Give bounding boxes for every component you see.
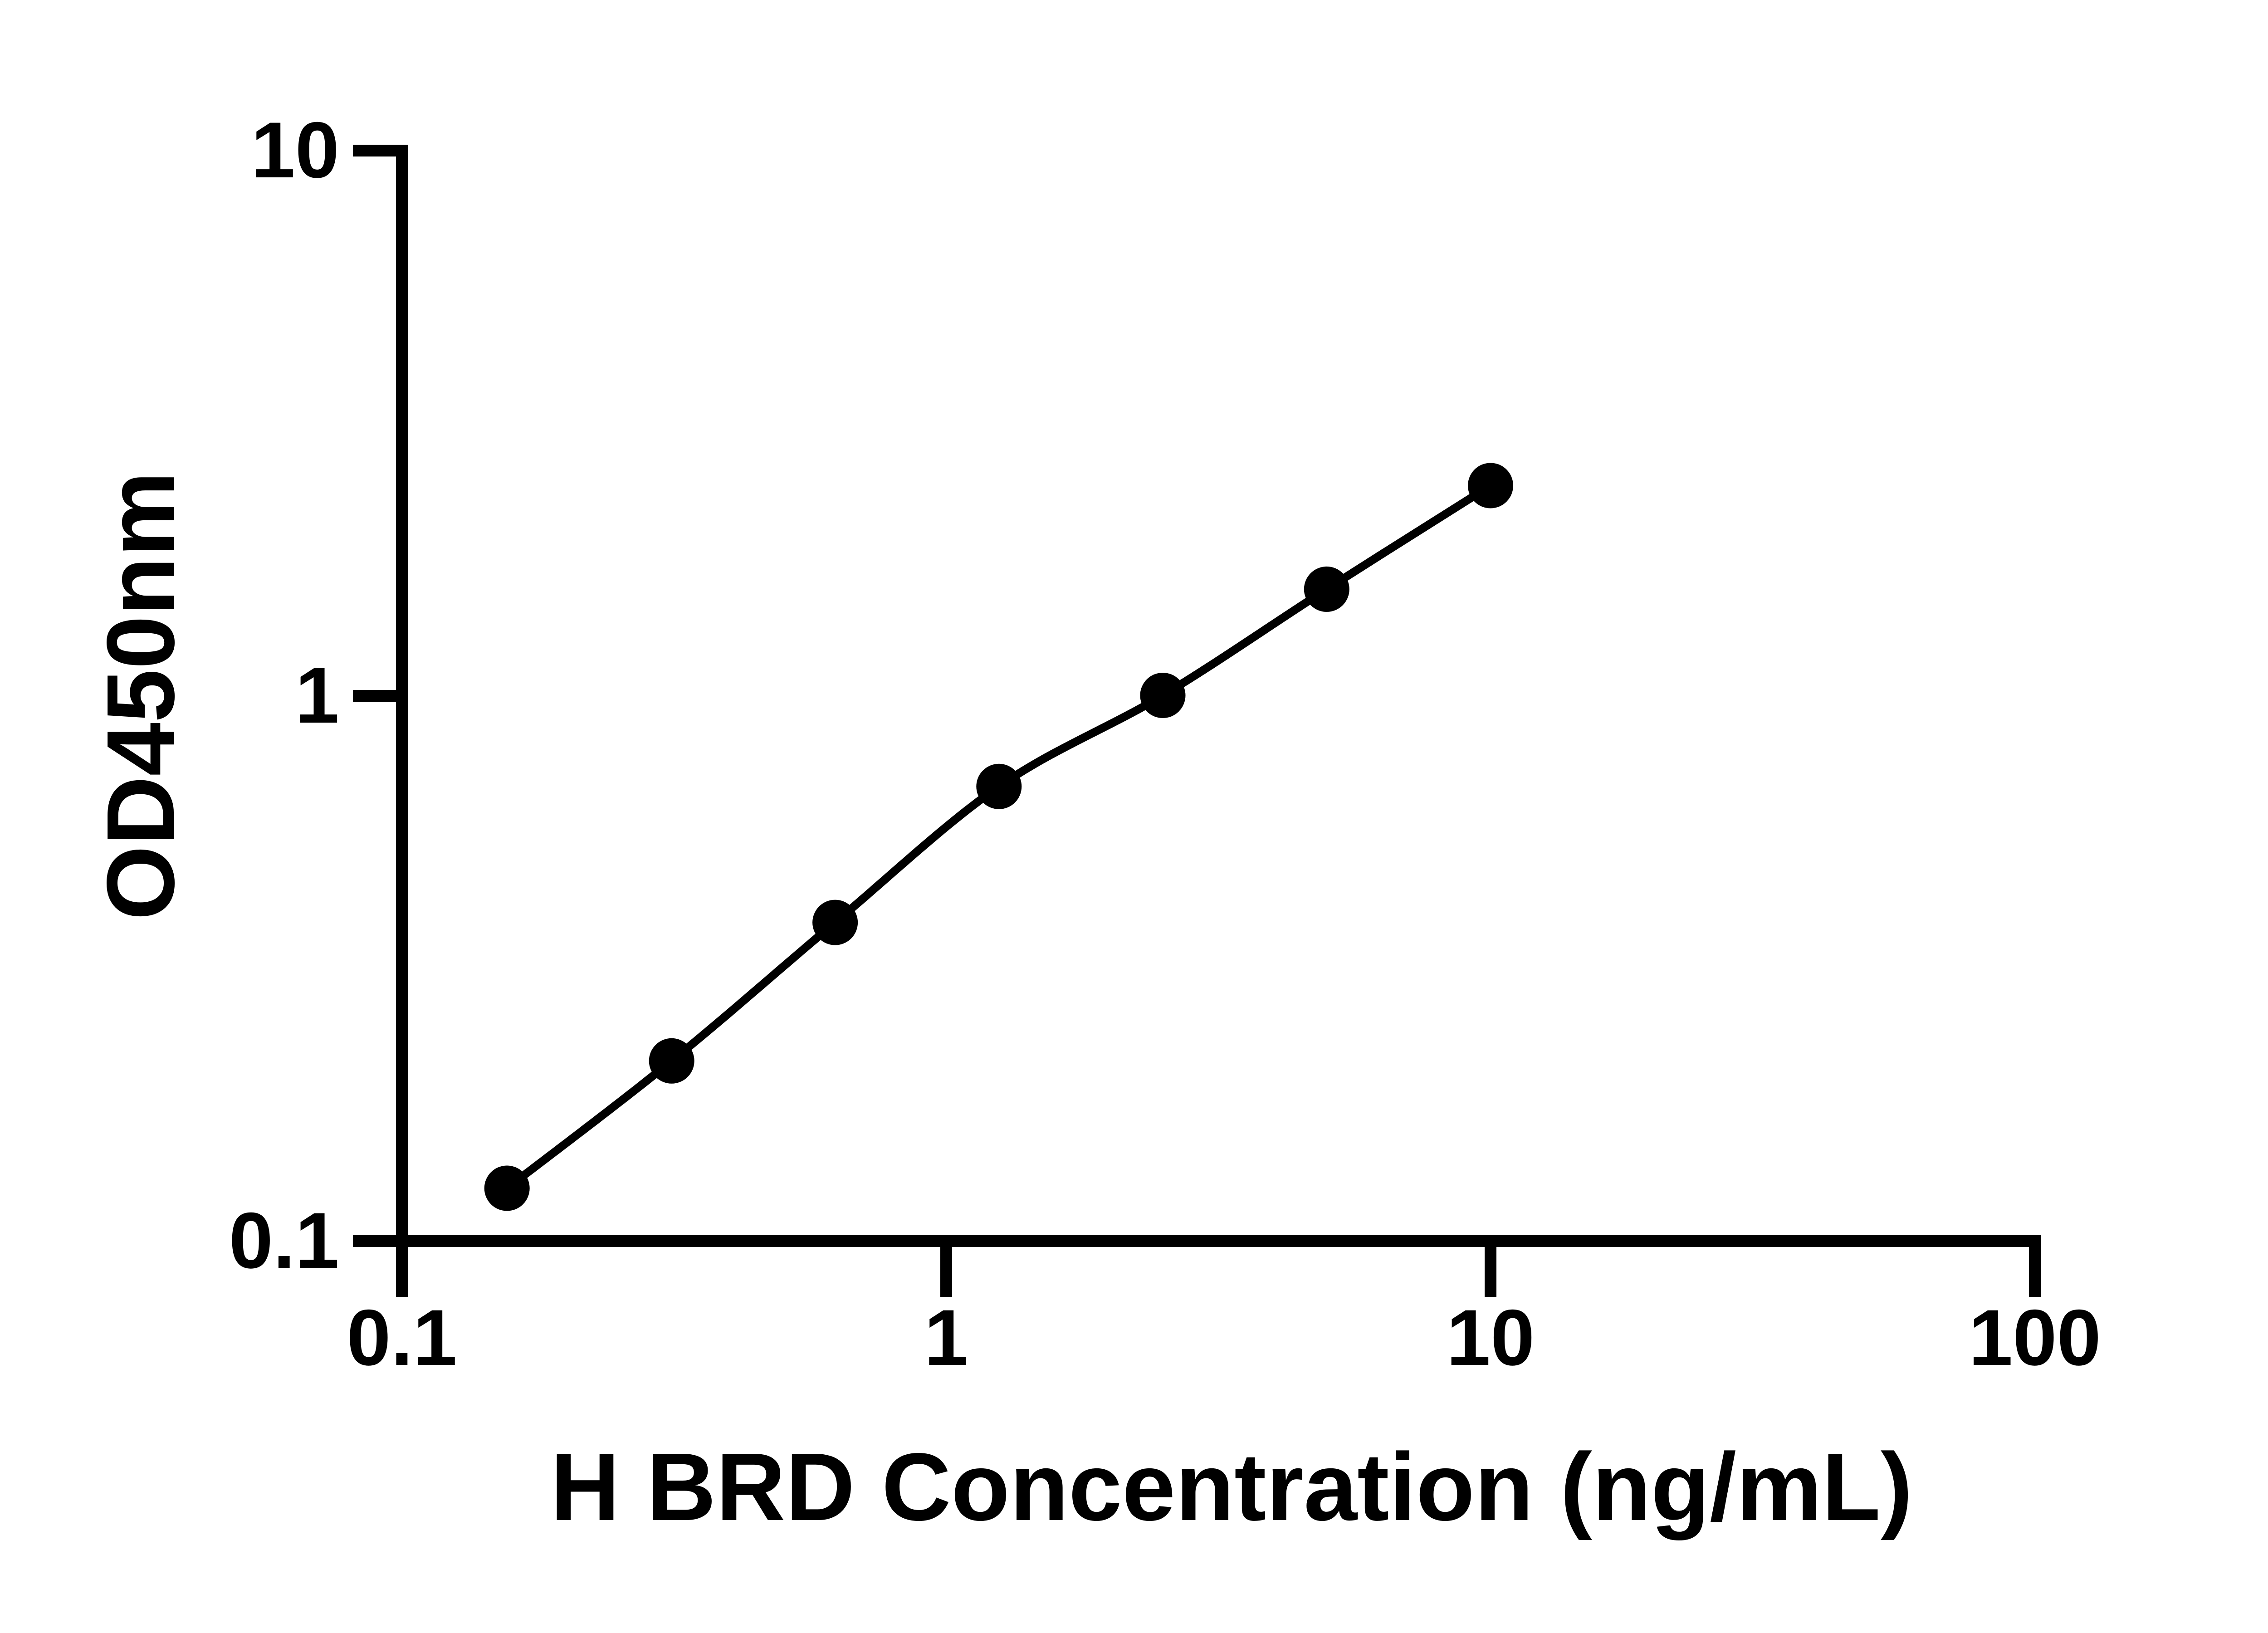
- data-point-marker: [484, 1165, 530, 1211]
- x-tick-label: 100: [1969, 1294, 2101, 1382]
- x-tick-mark: [1485, 1247, 1496, 1297]
- data-point-marker: [812, 900, 858, 945]
- data-point-marker: [1468, 463, 1513, 508]
- data-point-marker: [1304, 566, 1349, 612]
- y-tick-label: 0.1: [229, 1197, 339, 1285]
- data-series: [484, 463, 1513, 1211]
- y-tick-label: 1: [295, 651, 339, 740]
- x-tick-mark: [940, 1247, 952, 1297]
- x-tick-label: 0.1: [347, 1294, 457, 1382]
- y-tick-mark: [353, 145, 396, 156]
- data-point-marker: [976, 763, 1022, 809]
- data-point-marker: [649, 1038, 694, 1084]
- x-tick-label: 10: [1446, 1294, 1535, 1382]
- y-tick-label: 10: [251, 106, 339, 195]
- x-tick-mark: [2029, 1247, 2041, 1297]
- y-axis-spine: [396, 145, 408, 1247]
- x-axis-title: H BRD Concentration (ng/mL): [550, 1433, 1913, 1540]
- y-axis-title: OD450nm: [87, 471, 194, 920]
- x-axis-line: [353, 1235, 2041, 1247]
- x-tick-mark: [396, 1247, 408, 1297]
- axes: [353, 145, 2041, 1297]
- y-tick-mark: [353, 1235, 396, 1247]
- x-tick-label: 1: [924, 1294, 968, 1382]
- data-point-marker: [1140, 673, 1186, 718]
- y-tick-mark: [353, 690, 396, 702]
